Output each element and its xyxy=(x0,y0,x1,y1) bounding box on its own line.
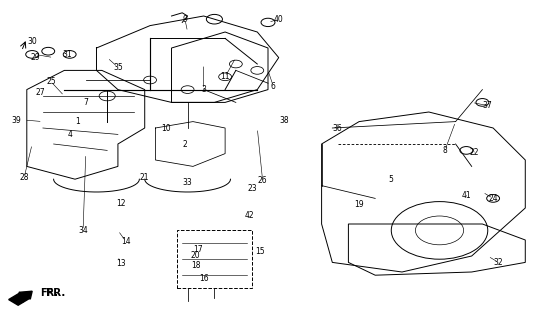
Text: 16: 16 xyxy=(199,274,209,283)
Text: 6: 6 xyxy=(271,82,276,91)
Text: FR.: FR. xyxy=(46,288,65,298)
Text: 18: 18 xyxy=(191,261,200,270)
Text: 27: 27 xyxy=(35,88,45,97)
Text: 41: 41 xyxy=(461,191,471,200)
Text: 14: 14 xyxy=(121,237,131,246)
Text: 11: 11 xyxy=(220,72,230,81)
Text: 17: 17 xyxy=(193,245,203,254)
Text: 31: 31 xyxy=(62,50,72,59)
Text: 10: 10 xyxy=(161,124,171,132)
Text: 15: 15 xyxy=(255,247,265,256)
Text: 26: 26 xyxy=(258,176,267,185)
FancyArrow shape xyxy=(9,291,32,305)
Text: 19: 19 xyxy=(354,200,364,209)
Text: 42: 42 xyxy=(244,212,254,220)
Text: 37: 37 xyxy=(483,101,493,110)
Text: 24: 24 xyxy=(488,194,498,203)
Text: 40: 40 xyxy=(274,15,284,24)
Bar xyxy=(177,230,252,288)
Text: FR.: FR. xyxy=(40,288,58,298)
Text: 34: 34 xyxy=(78,226,88,235)
Text: 22: 22 xyxy=(470,148,479,156)
Text: 28: 28 xyxy=(19,173,29,182)
Text: 9: 9 xyxy=(182,15,188,24)
Text: 4: 4 xyxy=(67,130,72,139)
Text: 33: 33 xyxy=(183,178,192,187)
Text: 7: 7 xyxy=(83,98,88,107)
Text: 23: 23 xyxy=(247,184,257,193)
Text: 32: 32 xyxy=(494,258,503,267)
Text: 21: 21 xyxy=(140,173,150,182)
Text: 29: 29 xyxy=(30,53,40,62)
Text: 2: 2 xyxy=(183,140,187,148)
Text: 35: 35 xyxy=(113,63,123,72)
Text: 30: 30 xyxy=(27,37,37,46)
Text: 8: 8 xyxy=(443,146,447,155)
Text: 38: 38 xyxy=(279,116,289,124)
Text: 1: 1 xyxy=(76,117,80,126)
Text: 20: 20 xyxy=(191,252,200,260)
Text: 3: 3 xyxy=(201,85,206,94)
Text: 5: 5 xyxy=(389,175,394,184)
Text: 13: 13 xyxy=(116,260,125,268)
Text: 25: 25 xyxy=(46,77,56,86)
Text: 12: 12 xyxy=(116,199,125,208)
Text: 36: 36 xyxy=(333,124,343,132)
Text: 39: 39 xyxy=(11,116,21,124)
